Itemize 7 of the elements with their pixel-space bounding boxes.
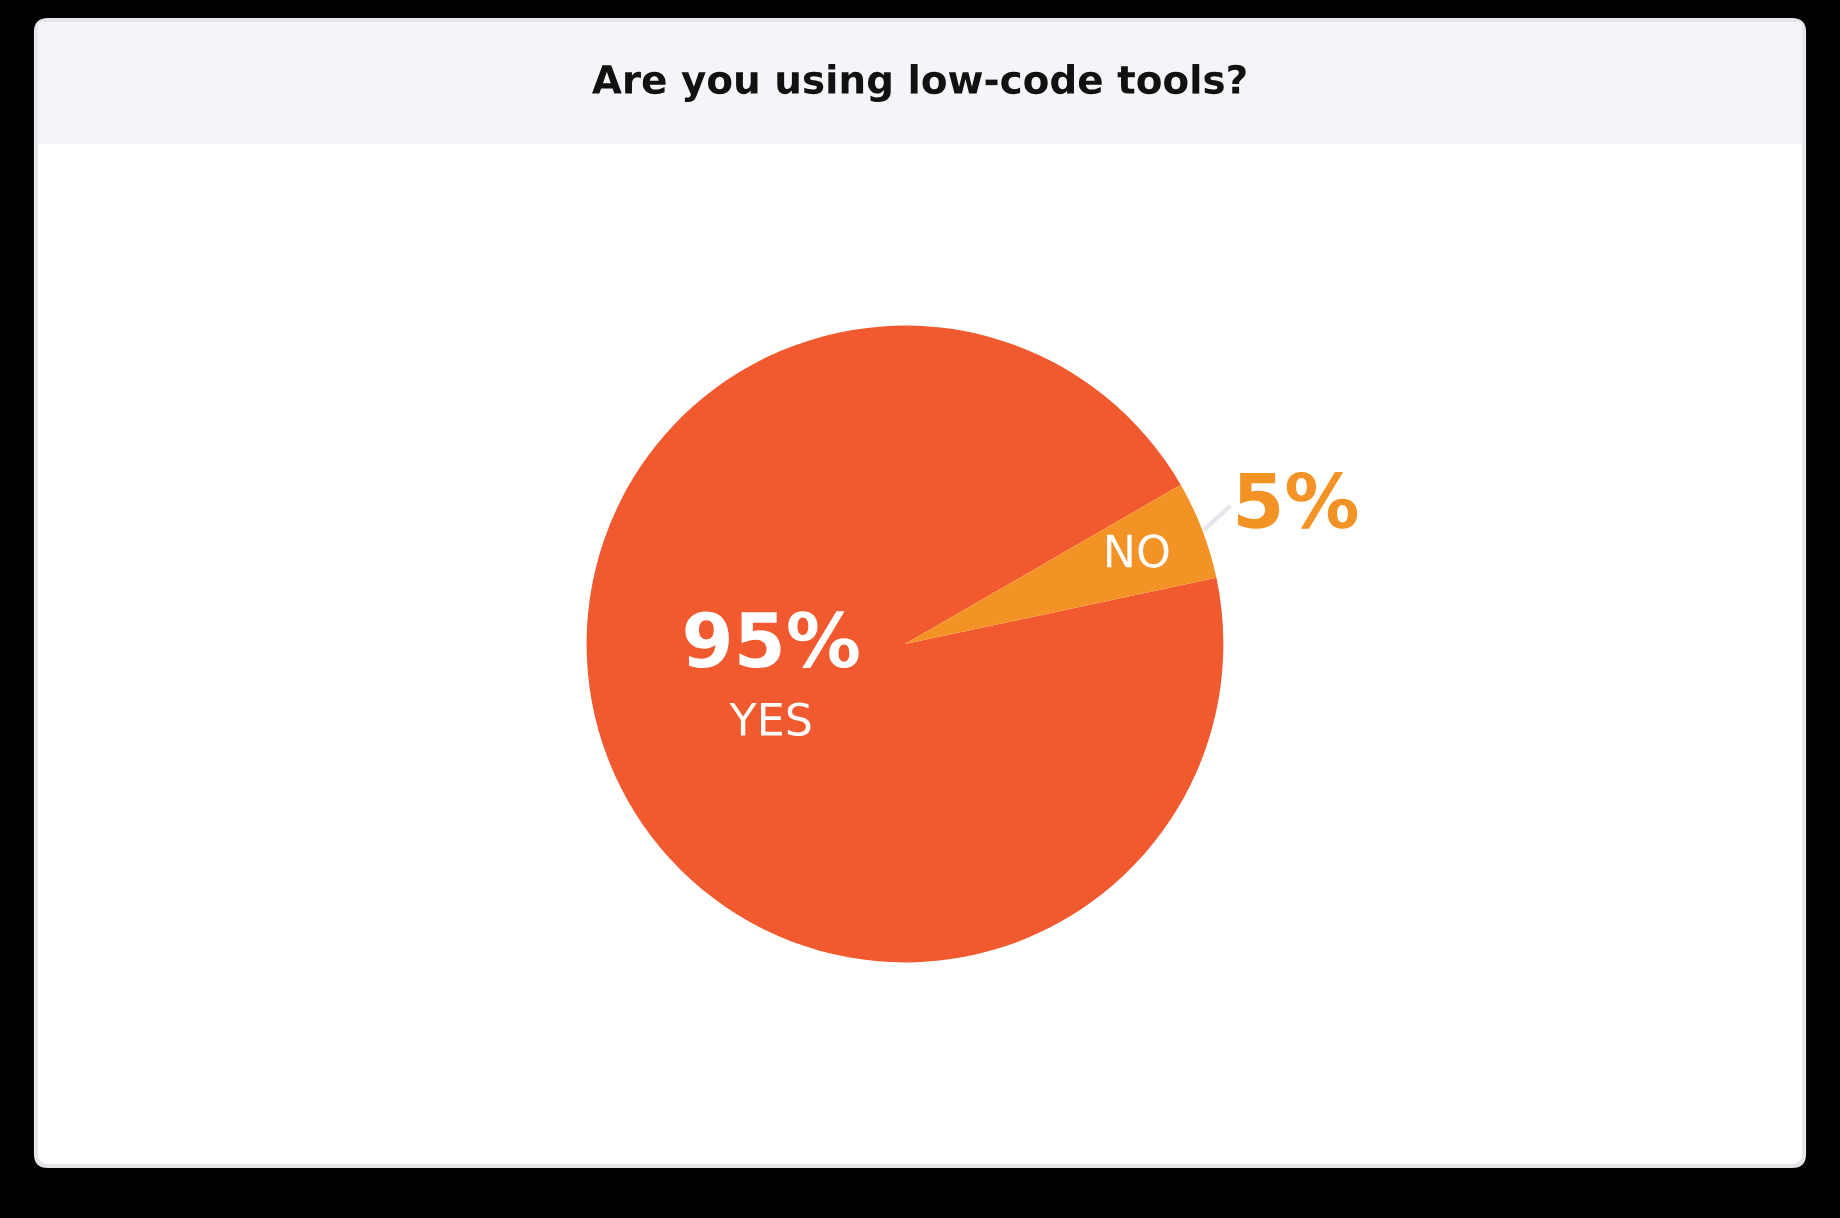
slice-label: NO: [1107, 534, 1169, 568]
pie-slice: [905, 484, 1217, 644]
data-label: 5%: [1237, 471, 1358, 529]
chart-title: Are you using low-code tools?: [591, 64, 1246, 102]
pie-slice: [586, 325, 1224, 963]
data-label: 95%: [685, 611, 859, 669]
slice-label: YES: [729, 702, 811, 737]
